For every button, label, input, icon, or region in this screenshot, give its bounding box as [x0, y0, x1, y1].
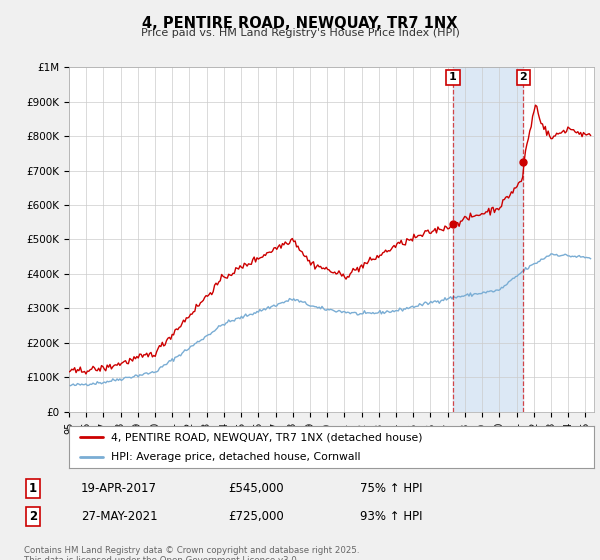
Text: 4, PENTIRE ROAD, NEWQUAY, TR7 1NX: 4, PENTIRE ROAD, NEWQUAY, TR7 1NX [142, 16, 458, 31]
Text: HPI: Average price, detached house, Cornwall: HPI: Average price, detached house, Corn… [111, 452, 361, 462]
Text: Contains HM Land Registry data © Crown copyright and database right 2025.
This d: Contains HM Land Registry data © Crown c… [24, 546, 359, 560]
Text: £545,000: £545,000 [228, 482, 284, 495]
Text: 27-MAY-2021: 27-MAY-2021 [81, 510, 158, 523]
Text: 2: 2 [29, 510, 37, 523]
Text: Price paid vs. HM Land Registry's House Price Index (HPI): Price paid vs. HM Land Registry's House … [140, 28, 460, 38]
Text: 75% ↑ HPI: 75% ↑ HPI [360, 482, 422, 495]
Bar [453, 67, 523, 412]
Text: 2: 2 [520, 72, 527, 82]
Text: 1: 1 [29, 482, 37, 495]
Text: 1: 1 [449, 72, 457, 82]
Text: 93% ↑ HPI: 93% ↑ HPI [360, 510, 422, 523]
Text: 4, PENTIRE ROAD, NEWQUAY, TR7 1NX (detached house): 4, PENTIRE ROAD, NEWQUAY, TR7 1NX (detac… [111, 432, 422, 442]
Text: £725,000: £725,000 [228, 510, 284, 523]
Text: 19-APR-2017: 19-APR-2017 [81, 482, 157, 495]
